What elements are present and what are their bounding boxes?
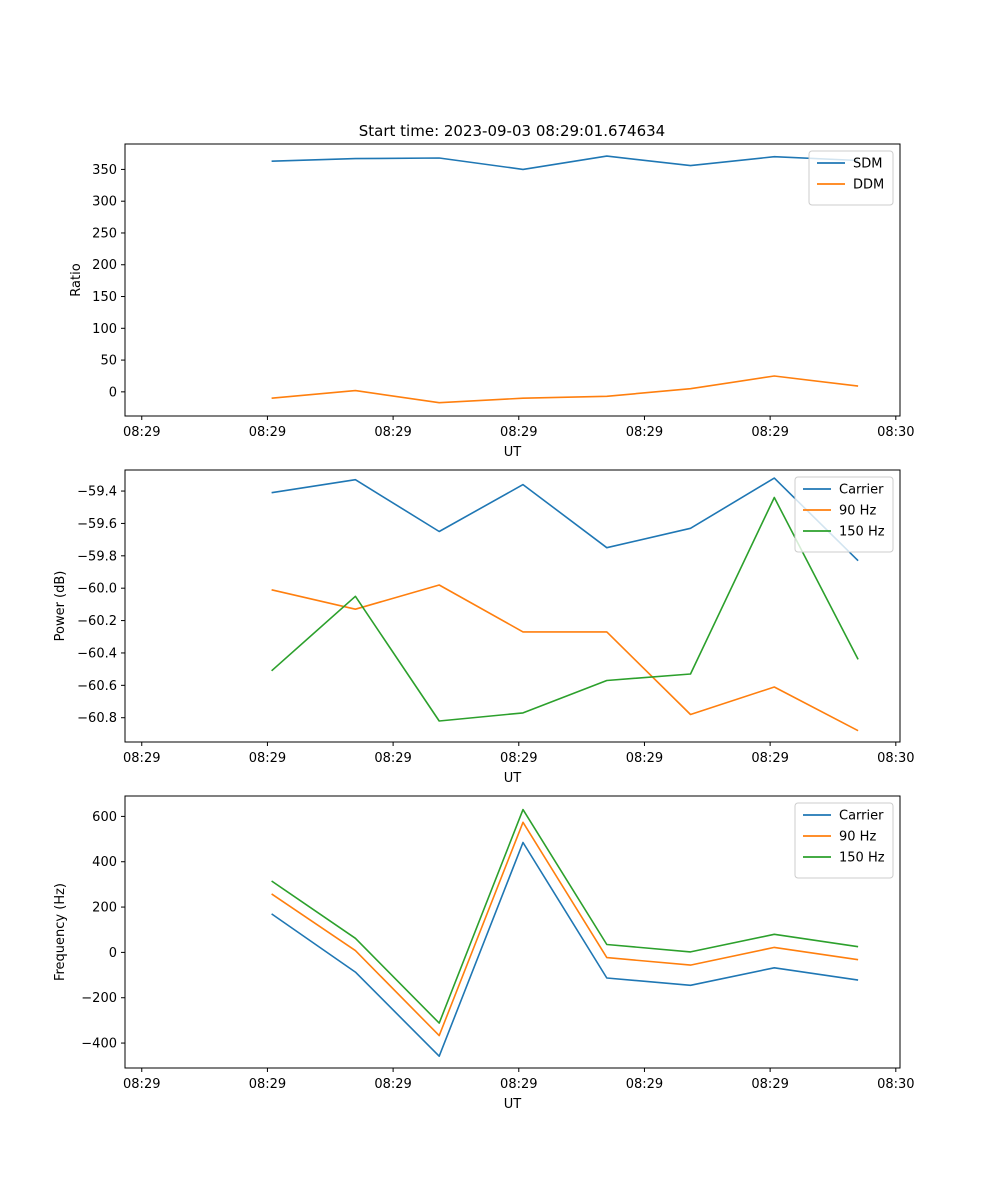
y-tick-label: 400 [92,855,117,870]
y-tick-label: 600 [92,810,117,825]
y-tick-label: −200 [81,991,117,1006]
x-tick-label: 08:30 [877,751,914,766]
x-tick-label: 08:29 [500,1077,537,1092]
y-tick-label: 250 [92,226,117,241]
legend-label: Carrier [839,809,884,824]
x-tick-label: 08:29 [500,425,537,440]
chart-panel-2: 08:29 08:29 08:29 08:29 08:29 08:29 08:30 −60.8… [53,469,915,786]
series-line-carrier [271,477,859,562]
legend-label: SDM [853,157,882,172]
series-line-sdm [271,155,859,171]
legend: Carrier 90 Hz 150 Hz [794,802,894,879]
x-axis-label: UT [504,445,522,460]
legend-box [794,476,894,553]
y-tick-label: −59.4 [77,485,117,500]
legend-label: 150 Hz [839,851,885,866]
legend-box [808,150,894,206]
legend: SDM DDM [808,150,894,206]
legend-label: 90 Hz [839,504,876,519]
y-axis-label: Frequency (Hz) [53,883,68,981]
y-tick-label: −60.6 [77,679,117,694]
x-axis-label: UT [504,771,522,786]
legend-label: Carrier [839,483,884,498]
x-tick-label: 08:29 [626,751,663,766]
y-tick-label: 0 [109,946,117,961]
x-tick-label: 08:29 [374,1077,411,1092]
y-tick-label: −60.2 [77,614,117,629]
x-tick-label: 08:29 [374,751,411,766]
legend-box [794,802,894,879]
series-line-90-hz [271,821,859,1037]
x-tick-label: 08:29 [374,425,411,440]
y-tick-label: −400 [81,1037,117,1052]
axes-frame [124,469,901,743]
y-tick-label: 0 [109,385,117,400]
legend-label: 90 Hz [839,830,876,845]
y-tick-label: −60.0 [77,582,117,597]
x-tick-label: 08:29 [751,425,788,440]
y-tick-label: −59.8 [77,549,117,564]
y-axis-label: Ratio [69,263,84,296]
x-tick-label: 08:30 [877,425,914,440]
x-tick-label: 08:29 [123,751,160,766]
series-line-150-hz [271,496,859,722]
y-axis-label: Power (dB) [53,571,68,642]
legend-label: DDM [853,178,884,193]
x-tick-label: 08:29 [626,425,663,440]
y-tick-label: −60.4 [77,646,117,661]
legend-label: 150 Hz [839,525,885,540]
series-line-ddm [271,375,859,404]
x-tick-label: 08:29 [123,425,160,440]
series-line-carrier [271,841,859,1057]
legend: Carrier 90 Hz 150 Hz [794,476,894,553]
axes-frame [124,143,901,417]
figure-title: Start time: 2023-09-03 08:29:01.674634 [359,122,665,140]
x-tick-label: 08:29 [500,751,537,766]
series-line-150-hz [271,808,859,1024]
panels: 08:29 08:29 08:29 08:29 08:29 08:29 08:30 0 50 10… [53,143,915,1112]
x-tick-label: 08:29 [249,751,286,766]
y-tick-label: 300 [92,195,117,210]
y-tick-label: 200 [92,258,117,273]
y-tick-label: −59.6 [77,517,117,532]
axes-frame [124,795,901,1069]
x-axis-label: UT [504,1097,522,1112]
y-tick-label: 150 [92,290,117,305]
y-tick-label: 200 [92,901,117,916]
x-tick-label: 08:30 [877,1077,914,1092]
chart-panel-1: 08:29 08:29 08:29 08:29 08:29 08:29 08:30 0 50 10… [69,143,915,460]
y-tick-label: 100 [92,322,117,337]
x-tick-label: 08:29 [751,751,788,766]
y-tick-label: 50 [100,354,117,369]
x-tick-label: 08:29 [626,1077,663,1092]
x-tick-label: 08:29 [751,1077,788,1092]
x-tick-label: 08:29 [123,1077,160,1092]
y-tick-label: 350 [92,163,117,178]
chart-panel-3: 08:29 08:29 08:29 08:29 08:29 08:29 08:30 −400 −… [53,795,915,1112]
x-tick-label: 08:29 [249,1077,286,1092]
series-line-90-hz [271,584,859,732]
x-tick-label: 08:29 [249,425,286,440]
y-tick-label: −60.8 [77,711,117,726]
